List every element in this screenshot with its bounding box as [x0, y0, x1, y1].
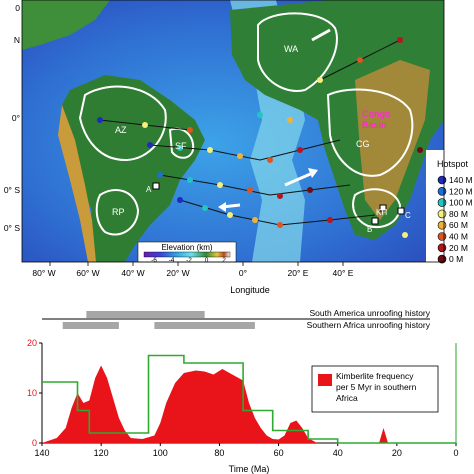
kimberlite-legend: Kimberlite frequency per 5 Myr in souther…: [311, 365, 439, 413]
hotspot-legend-swatch: [437, 243, 447, 253]
map-xlabel: Longitude: [230, 285, 270, 295]
region-label-c: C: [405, 211, 411, 220]
hotspot-legend-label: 20 M: [449, 243, 468, 253]
andes: [58, 105, 96, 262]
hotspot-legend-swatch: [437, 209, 447, 219]
time-tick-label: 140: [34, 448, 49, 458]
hotspot-legend-swatch: [437, 198, 447, 207]
hotspot-legend-label: 120 M: [449, 186, 473, 196]
craton-outline-rp: [95, 189, 140, 236]
elevation-colorbar: [143, 251, 231, 258]
y-tick-label: 10: [27, 388, 37, 398]
time-tick-label: 20: [392, 448, 402, 458]
hotspot-legend-swatch: [437, 220, 447, 230]
hotspot-legend-label: 60 M: [449, 220, 468, 230]
elevation-tick-label: -4: [169, 257, 175, 264]
southern-africa-unroofing-bar: [62, 322, 119, 329]
elevation-tick-label: -6: [151, 257, 157, 264]
region-label-rp: RP: [112, 207, 125, 217]
lat-label: 0° S: [4, 223, 20, 233]
hotspot-legend-label: 0 M: [449, 254, 463, 264]
region-label-az: AZ: [115, 125, 127, 135]
southern-africa-unroofing-bar: [154, 322, 255, 329]
south-america-unroofing-bar: [86, 311, 205, 318]
region-label-a: A: [146, 185, 152, 194]
hotspot-legend-swatch: [437, 232, 447, 241]
lat-label: 0: [15, 3, 20, 13]
lat-label: N: [14, 35, 20, 45]
hotspot-legend-title: Hotspot: [437, 159, 469, 169]
time-tick-label: 80: [214, 448, 224, 458]
hotspot-legend-swatch: [437, 175, 447, 185]
site-c-marker: [397, 207, 405, 215]
time-tick-label: 120: [94, 448, 109, 458]
timeline-chart: South America unroofing history Southern…: [27, 308, 459, 474]
time-tick-label: 100: [153, 448, 168, 458]
africa-motion-arrowhead: [308, 168, 318, 178]
samerica-motion-arrowhead: [218, 202, 226, 212]
south-america-unroofing-label: South America unroofing history: [310, 308, 431, 318]
kimberlite-legend-swatch: [318, 374, 332, 386]
craton-outline-wa: [257, 12, 338, 92]
lon-label: 60° W: [76, 268, 99, 278]
craton-outline-kh: [352, 188, 402, 228]
elevation-tick-label: 0: [205, 257, 209, 264]
region-label-wa: WA: [284, 44, 298, 54]
time-tick-label: 40: [333, 448, 343, 458]
craton-outline-cg: [326, 88, 414, 177]
time-axis-label: Time (Ma): [229, 464, 270, 474]
north-america-land: [22, 0, 110, 50]
time-tick-label: 60: [274, 448, 284, 458]
elevation-legend: Elevation (km) -6 -4 -2 0 2: [137, 241, 237, 264]
region-label-congo-basin: Congo Basin: [362, 109, 391, 130]
hotspot-legend-label: 140 M: [449, 175, 473, 185]
kimberlite-legend-text: Kimberlite frequency per 5 Myr in souther…: [336, 371, 417, 403]
region-label-sf: SF: [175, 141, 187, 151]
southern-africa-unroofing-label: Southern Africa unroofing history: [307, 320, 431, 330]
hotspot-legend-swatch: [437, 187, 447, 196]
hotspot-legend-label: 80 M: [449, 209, 468, 219]
green-step-series: [42, 354, 456, 444]
time-tick-label: 0: [453, 448, 458, 458]
lon-label: 20° W: [166, 268, 189, 278]
hotspot-legend-label: 40 M: [449, 232, 468, 242]
lon-label: 80° W: [32, 268, 55, 278]
region-label-cg: CG: [356, 139, 370, 149]
region-label-kh: KH: [376, 208, 387, 217]
elevation-legend-title: Elevation (km): [161, 243, 212, 252]
hotspot-legend-label: 100 M: [449, 198, 473, 208]
africa-motion-arrow: [284, 170, 316, 187]
elevation-tick-label: -2: [186, 257, 192, 264]
lon-label: 40° W: [121, 268, 144, 278]
site-a-marker: [152, 182, 160, 190]
craton-outline-sf: [168, 127, 195, 159]
region-label-b: B: [367, 225, 372, 234]
y-tick-label: 20: [27, 338, 37, 348]
y-tick-label: 0: [32, 438, 37, 448]
map-panel: WA AZ SF RP CG KH A B C Congo Basin Eleva…: [4, 0, 474, 295]
lon-label: 20° E: [288, 268, 309, 278]
site-b-marker: [371, 217, 379, 225]
kimberlite-frequency-area: [42, 365, 456, 443]
lon-label: 0°: [239, 268, 247, 278]
wa-motion-arrow: [311, 28, 331, 42]
lat-label: 0° S: [4, 185, 20, 195]
site-kh-marker: [379, 204, 387, 212]
hotspot-dots: [97, 37, 423, 238]
lat-label: 0°: [12, 113, 20, 123]
lon-label: 40° E: [333, 268, 354, 278]
east-africa-highlands: [355, 60, 430, 220]
craton-outline-az: [78, 85, 167, 162]
elevation-tick-label: 2: [222, 257, 226, 264]
